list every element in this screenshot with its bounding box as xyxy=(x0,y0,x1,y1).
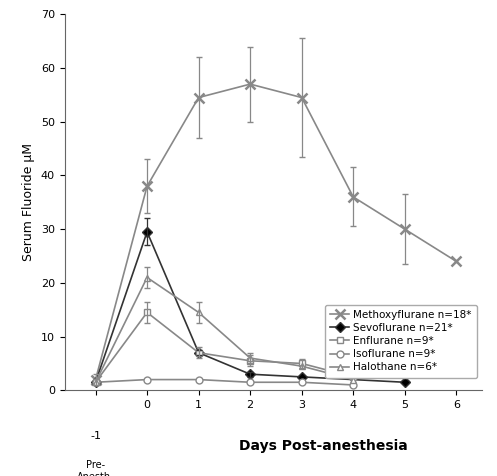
Sevoflurane n=21* xyxy=(299,374,305,380)
Enflurane n=9* xyxy=(350,374,356,380)
Methoxyflurane n=18* xyxy=(144,183,150,189)
Sevoflurane n=21* xyxy=(144,229,150,235)
Sevoflurane n=21* xyxy=(92,379,98,385)
Isoflurane n=9* xyxy=(196,377,202,382)
Enflurane n=9* xyxy=(92,379,98,385)
Methoxyflurane n=18* xyxy=(350,194,356,200)
Isoflurane n=9* xyxy=(92,379,98,385)
Text: Pre-
Anesth.: Pre- Anesth. xyxy=(77,460,114,476)
Isoflurane n=9* xyxy=(299,379,305,385)
Halothane n=6* xyxy=(299,363,305,369)
Isoflurane n=9* xyxy=(350,382,356,388)
Y-axis label: Serum Fluoride μM: Serum Fluoride μM xyxy=(22,143,35,261)
Methoxyflurane n=18* xyxy=(247,81,253,87)
Enflurane n=9* xyxy=(144,309,150,315)
Isoflurane n=9* xyxy=(247,379,253,385)
Sevoflurane n=21* xyxy=(196,350,202,356)
Halothane n=6* xyxy=(247,355,253,361)
X-axis label: Days Post-anesthesia: Days Post-anesthesia xyxy=(0,475,1,476)
Text: -1: -1 xyxy=(90,431,101,441)
Enflurane n=9* xyxy=(196,350,202,356)
Methoxyflurane n=18* xyxy=(299,95,305,100)
Halothane n=6* xyxy=(350,377,356,382)
Line: Methoxyflurane n=18*: Methoxyflurane n=18* xyxy=(90,79,461,385)
Halothane n=6* xyxy=(144,275,150,280)
Line: Isoflurane n=9*: Isoflurane n=9* xyxy=(92,376,357,388)
Enflurane n=9* xyxy=(247,358,253,364)
Legend: Methoxyflurane n=18*, Sevoflurane n=21*, Enflurane n=9*, Isoflurane n=9*, Haloth: Methoxyflurane n=18*, Sevoflurane n=21*,… xyxy=(325,305,477,377)
Text: Days Post-anesthesia: Days Post-anesthesia xyxy=(239,439,408,453)
Halothane n=6* xyxy=(196,309,202,315)
Line: Halothane n=6*: Halothane n=6* xyxy=(92,274,357,386)
Sevoflurane n=21* xyxy=(247,371,253,377)
Line: Sevoflurane n=21*: Sevoflurane n=21* xyxy=(92,228,408,386)
Halothane n=6* xyxy=(92,379,98,385)
Isoflurane n=9* xyxy=(144,377,150,382)
Methoxyflurane n=18* xyxy=(453,258,459,264)
Line: Enflurane n=9*: Enflurane n=9* xyxy=(92,309,357,386)
Enflurane n=9* xyxy=(299,361,305,367)
Sevoflurane n=21* xyxy=(402,379,408,385)
Methoxyflurane n=18* xyxy=(402,226,408,232)
Methoxyflurane n=18* xyxy=(196,95,202,100)
Methoxyflurane n=18* xyxy=(92,377,98,382)
